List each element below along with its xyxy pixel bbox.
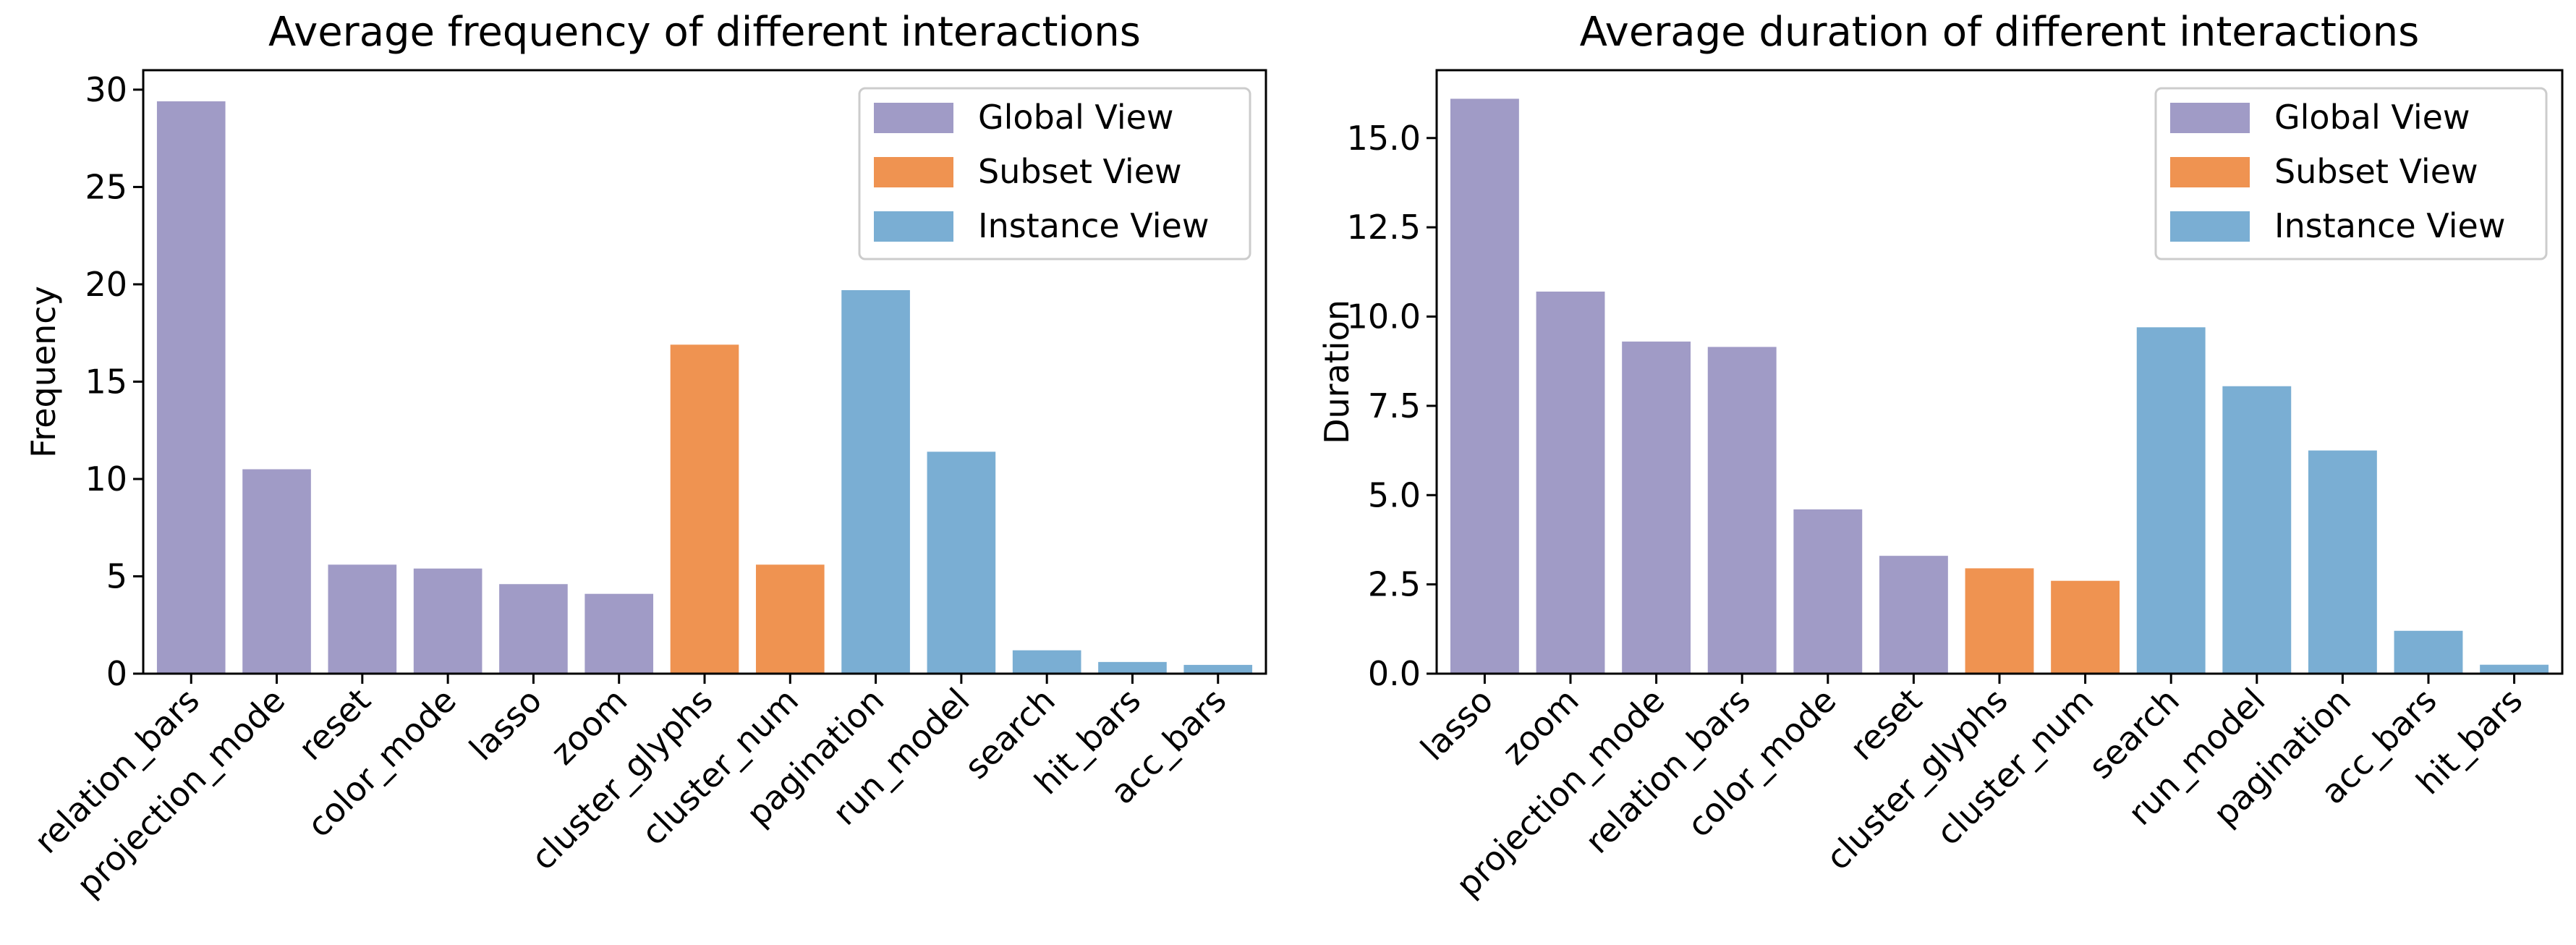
duration-y-tick-label: 5.0 xyxy=(1368,475,1421,514)
duration-bar-cluster-num xyxy=(2051,580,2120,674)
duration-bar-color-mode xyxy=(1793,509,1863,674)
duration-bar-reset xyxy=(1879,556,1948,674)
legend-swatch-global xyxy=(2170,103,2250,133)
frequency-bar-relation-bars xyxy=(156,101,226,674)
frequency-y-tick-label: 25 xyxy=(85,167,127,206)
legend-swatch-subset xyxy=(874,157,953,187)
frequency-y-axis-label: Frequency xyxy=(24,286,63,458)
duration-y-axis-label: Duration xyxy=(1317,300,1356,444)
duration-legend-box xyxy=(2154,87,2548,260)
duration-y-tick-label: 12.5 xyxy=(1347,208,1421,247)
frequency-y-ticks: 0 5 10 15 20 25 30 xyxy=(85,70,143,693)
frequency-y-tick-label: 0 xyxy=(106,654,127,693)
frequency-bar-reset xyxy=(328,564,397,674)
frequency-bar-acc-bars xyxy=(1183,664,1253,674)
frequency-bar-cluster-glyphs xyxy=(670,344,739,674)
frequency-bars xyxy=(156,101,1253,674)
legend-swatch-subset xyxy=(2170,157,2250,187)
duration-y-tick-label: 7.5 xyxy=(1368,386,1421,425)
duration-bar-relation-bars xyxy=(1707,347,1777,674)
frequency-bar-cluster-num xyxy=(755,564,825,674)
duration-bar-lasso xyxy=(1450,98,1519,674)
duration-bars xyxy=(1450,98,2549,674)
frequency-y-tick-label: 15 xyxy=(85,362,127,401)
legend-label-subset: Subset View xyxy=(978,152,1182,191)
legend-swatch-instance xyxy=(874,211,953,242)
frequency-bar-pagination xyxy=(841,290,910,674)
duration-bar-projection-mode xyxy=(1622,342,1691,674)
legend-label-subset: Subset View xyxy=(2274,152,2478,191)
legend-swatch-global xyxy=(874,103,953,133)
frequency-y-tick-label: 5 xyxy=(106,556,127,596)
frequency-bar-run-model xyxy=(927,452,996,674)
duration-y-ticks: 0.0 2.5 5.0 7.5 10.0 12.5 15.0 xyxy=(1347,119,1437,693)
frequency-bar-search xyxy=(1012,650,1081,674)
legend-label-global: Global View xyxy=(2274,98,2470,137)
duration-legend: Global View Subset View Instance View xyxy=(2154,87,2548,260)
duration-bar-acc-bars xyxy=(2394,630,2463,674)
frequency-y-tick-label: 30 xyxy=(85,70,127,109)
legend-swatch-instance xyxy=(2170,211,2250,242)
duration-y-tick-label: 15.0 xyxy=(1347,119,1421,158)
duration-y-tick-label: 10.0 xyxy=(1347,297,1421,336)
frequency-chart-title: Average frequency of different interacti… xyxy=(268,9,1141,56)
frequency-y-tick-label: 20 xyxy=(85,265,127,304)
legend-label-global: Global View xyxy=(978,98,1174,137)
duration-bar-pagination xyxy=(2308,450,2377,674)
duration-bar-search xyxy=(2136,327,2206,674)
frequency-legend-box xyxy=(858,87,1251,260)
duration-bar-cluster-glyphs xyxy=(1965,568,2034,674)
frequency-chart: Average frequency of different interacti… xyxy=(24,9,1267,904)
duration-bar-hit-bars xyxy=(2480,664,2549,674)
frequency-y-tick-label: 10 xyxy=(85,459,127,499)
frequency-legend: Global View Subset View Instance View xyxy=(858,87,1251,260)
frequency-bar-lasso xyxy=(499,584,568,674)
duration-bar-zoom xyxy=(1536,291,1605,674)
legend-label-instance: Instance View xyxy=(978,206,1209,245)
frequency-bar-hit-bars xyxy=(1098,661,1167,674)
frequency-bar-projection-mode xyxy=(242,469,311,674)
duration-y-tick-label: 0.0 xyxy=(1368,654,1421,693)
duration-bar-run-model xyxy=(2222,386,2292,674)
legend-label-instance: Instance View xyxy=(2274,206,2505,245)
duration-y-tick-label: 2.5 xyxy=(1368,565,1421,604)
duration-chart-title: Average duration of different interactio… xyxy=(1580,9,2420,56)
frequency-bar-zoom xyxy=(585,593,654,674)
frequency-bar-color-mode xyxy=(413,568,483,674)
